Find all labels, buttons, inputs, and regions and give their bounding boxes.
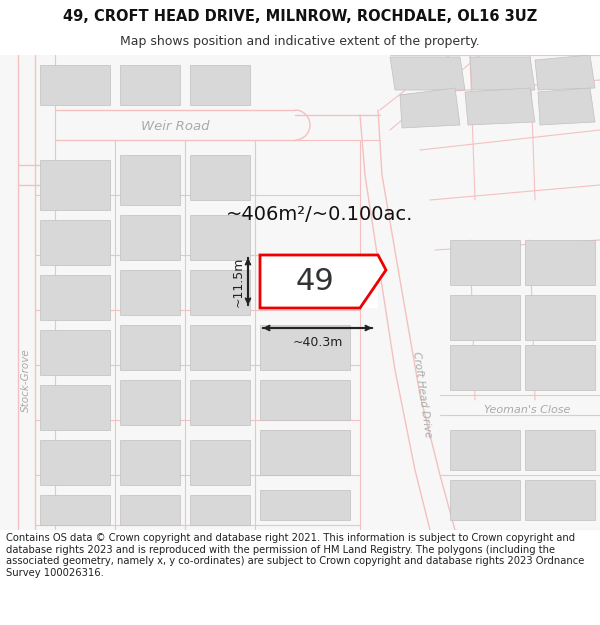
Bar	[40, 65, 110, 105]
Text: ~406m²/~0.100ac.: ~406m²/~0.100ac.	[226, 206, 413, 224]
Bar	[525, 480, 595, 520]
Bar	[450, 430, 520, 470]
Bar	[190, 440, 250, 485]
Bar	[260, 490, 350, 520]
Bar	[190, 380, 250, 425]
Polygon shape	[260, 255, 386, 308]
Bar	[120, 65, 180, 105]
Bar	[40, 385, 110, 430]
Bar	[260, 430, 350, 475]
Text: 49: 49	[296, 267, 334, 296]
Polygon shape	[390, 57, 465, 90]
Bar	[190, 155, 250, 200]
Bar	[120, 270, 180, 315]
Bar	[525, 240, 595, 285]
Bar	[450, 345, 520, 390]
Bar	[525, 430, 595, 470]
Bar	[525, 345, 595, 390]
Bar	[190, 270, 250, 315]
Bar	[40, 330, 110, 375]
Bar	[40, 220, 110, 265]
Bar	[260, 325, 350, 370]
Bar	[55, 110, 295, 140]
Bar	[40, 275, 110, 320]
Bar	[190, 325, 250, 370]
Text: ~11.5m: ~11.5m	[232, 256, 245, 307]
Bar	[120, 155, 180, 205]
Bar	[190, 215, 250, 260]
Text: Weir Road: Weir Road	[141, 121, 209, 134]
Bar	[450, 295, 520, 340]
Text: Yeoman's Close: Yeoman's Close	[484, 405, 570, 415]
Bar	[450, 480, 520, 520]
Polygon shape	[538, 88, 595, 125]
Text: Contains OS data © Crown copyright and database right 2021. This information is : Contains OS data © Crown copyright and d…	[6, 533, 584, 578]
Bar	[190, 65, 250, 105]
Text: Stock-Grove: Stock-Grove	[21, 348, 31, 412]
Text: Map shows position and indicative extent of the property.: Map shows position and indicative extent…	[120, 35, 480, 48]
Bar	[450, 240, 520, 285]
Polygon shape	[465, 88, 535, 125]
Bar	[120, 215, 180, 260]
Text: 49, CROFT HEAD DRIVE, MILNROW, ROCHDALE, OL16 3UZ: 49, CROFT HEAD DRIVE, MILNROW, ROCHDALE,…	[63, 9, 537, 24]
Polygon shape	[470, 57, 535, 90]
Text: Croft Head Drive: Croft Head Drive	[411, 351, 433, 439]
Bar	[120, 440, 180, 485]
Bar	[290, 255, 340, 295]
Bar	[260, 255, 378, 308]
Polygon shape	[535, 55, 595, 90]
Bar	[120, 495, 180, 525]
Bar	[120, 325, 180, 370]
Bar	[525, 295, 595, 340]
Bar	[40, 440, 110, 485]
Text: ~40.3m: ~40.3m	[292, 336, 343, 349]
Polygon shape	[400, 88, 460, 128]
Bar	[40, 160, 110, 210]
Bar	[190, 495, 250, 525]
Bar	[40, 495, 110, 525]
Bar	[260, 380, 350, 420]
Bar	[120, 380, 180, 425]
